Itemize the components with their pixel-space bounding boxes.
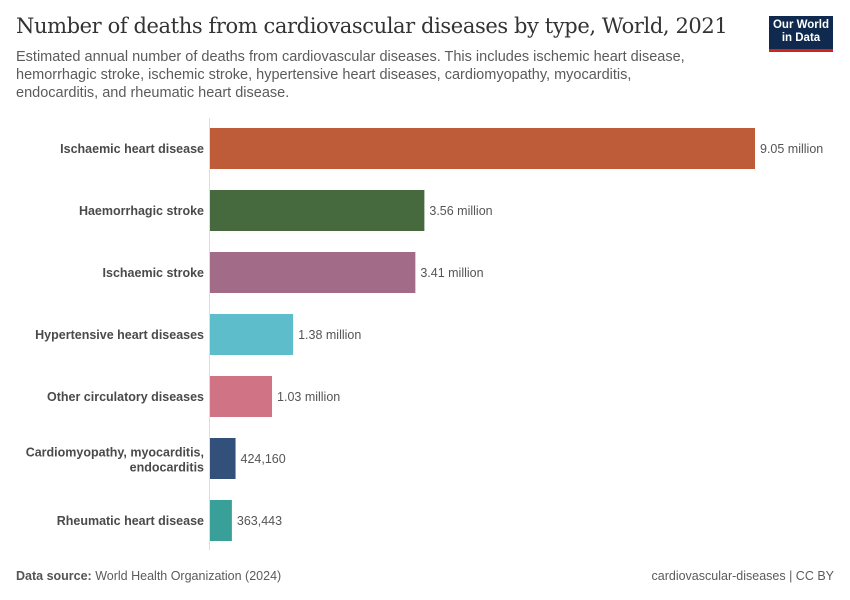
owid-logo[interactable]: Our World in Data: [769, 16, 833, 52]
bar[interactable]: [210, 252, 416, 293]
category-label: Rheumatic heart disease: [57, 514, 204, 528]
chart-subtitle: Estimated annual number of deaths from c…: [16, 49, 685, 101]
data-label: 1.38 million: [298, 328, 361, 342]
data-label: 3.41 million: [420, 266, 483, 280]
category-label: Cardiomyopathy, myocarditis,: [26, 446, 204, 460]
category-label: endocarditis: [130, 461, 204, 475]
data-label: 1.03 million: [277, 390, 340, 404]
data-label: 3.56 million: [429, 204, 492, 218]
data-source: Data source: World Health Organization (…: [16, 569, 282, 583]
data-label: 9.05 million: [760, 142, 823, 156]
category-label: Hypertensive heart diseases: [35, 328, 204, 342]
category-label: Ischaemic stroke: [103, 266, 204, 280]
footer-license[interactable]: cardiovascular-diseases | CC BY: [651, 569, 834, 583]
bar[interactable]: [210, 438, 236, 479]
bar[interactable]: [210, 128, 755, 169]
data-source-link[interactable]: World Health Organization (2024): [95, 569, 282, 583]
category-label: Other circulatory diseases: [47, 390, 204, 404]
chart-title: Number of deaths from cardiovascular dis…: [16, 14, 728, 38]
category-label: Ischaemic heart disease: [60, 142, 204, 156]
bar[interactable]: [210, 314, 294, 355]
data-label: 424,160: [241, 452, 286, 466]
bar[interactable]: [210, 376, 273, 417]
data-label: 363,443: [237, 514, 282, 528]
bar[interactable]: [210, 190, 425, 231]
category-label: Haemorrhagic stroke: [79, 204, 204, 218]
bar[interactable]: [210, 500, 232, 541]
